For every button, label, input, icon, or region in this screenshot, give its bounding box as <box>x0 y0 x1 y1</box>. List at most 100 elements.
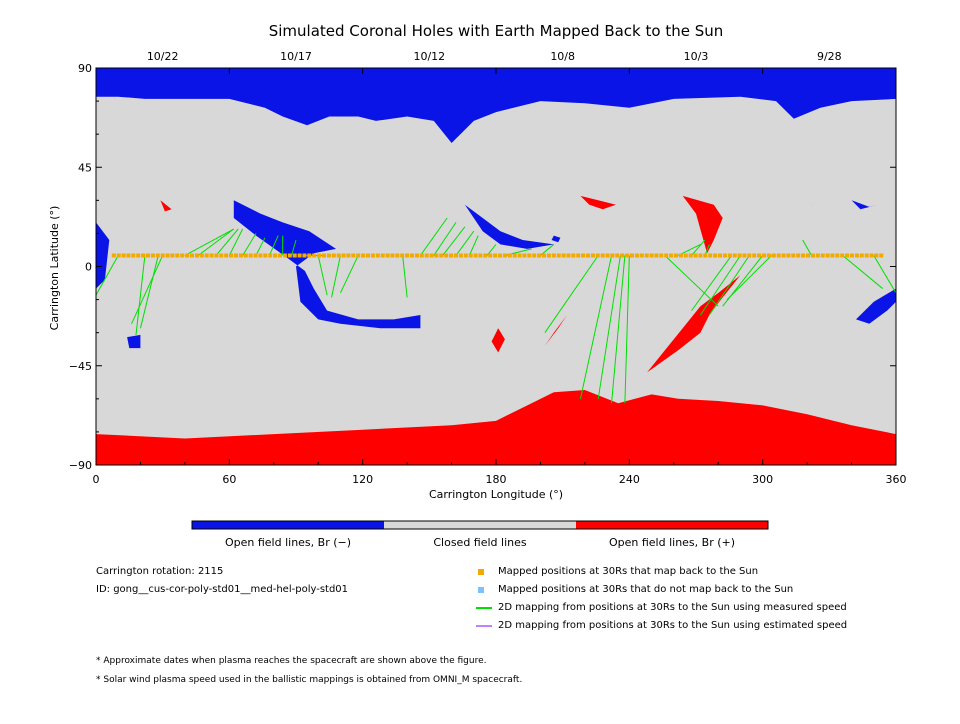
mapped-point-68 <box>444 253 449 258</box>
mapped-point-79 <box>498 253 502 258</box>
mapped-point-103 <box>615 253 620 258</box>
mapped-point-145 <box>820 253 825 258</box>
mapping-line-42 <box>873 255 897 294</box>
mapped-point-70 <box>454 253 458 258</box>
mapped-point-31 <box>263 253 268 258</box>
mapped-point-86 <box>532 253 537 258</box>
mapped-point-8 <box>150 253 155 258</box>
mapped-point-107 <box>634 253 639 258</box>
x-tick-label-4: 240 <box>619 473 640 486</box>
mapped-point-83 <box>517 253 522 258</box>
mapped-point-152 <box>854 253 859 258</box>
mapped-point-82 <box>512 253 517 258</box>
mapped-point-1 <box>116 253 121 258</box>
mapped-point-74 <box>473 253 478 258</box>
colorbar-label-closed: Closed field lines <box>433 536 527 549</box>
x-tick-label-0: 0 <box>93 473 100 486</box>
mapping-line-2 <box>139 255 159 329</box>
colorbar-label-positive: Open field lines, Br (+) <box>609 536 735 549</box>
mapped-point-144 <box>815 253 820 258</box>
mapping-line-12 <box>291 239 297 256</box>
coronal-hole-negative-0 <box>96 68 896 143</box>
mapped-point-111 <box>654 253 659 258</box>
colorbar <box>191 520 769 530</box>
mapped-point-118 <box>688 253 693 258</box>
mapped-point-44 <box>326 253 331 258</box>
mapping-line-16 <box>339 255 359 294</box>
coronal-hole-negative-4 <box>856 288 896 324</box>
coronal-hole-negative-5 <box>851 200 879 210</box>
coronal-hole-positive-3 <box>544 315 568 346</box>
mapped-point-101 <box>605 253 610 258</box>
mapped-point-123 <box>713 253 718 258</box>
colorbar-negative <box>192 521 384 529</box>
mapped-point-69 <box>449 253 454 258</box>
legend-swatch-mapped <box>478 569 484 575</box>
coronal-hole-negative-1 <box>233 200 421 329</box>
mapped-point-148 <box>835 253 840 258</box>
carrington-rotation-text: Carrington rotation: 2115 <box>96 566 224 577</box>
mapped-point-137 <box>781 253 786 258</box>
mapped-point-53 <box>370 253 375 258</box>
mapped-point-72 <box>463 253 468 258</box>
mapped-point-131 <box>752 253 757 258</box>
mapped-point-26 <box>238 253 243 258</box>
mapping-line-30 <box>624 255 630 404</box>
mapped-point-102 <box>610 253 615 258</box>
mapped-point-76 <box>483 253 488 258</box>
mapped-point-77 <box>488 253 493 258</box>
mapped-point-39 <box>302 253 307 258</box>
coronal-hole-positive-4 <box>491 328 505 353</box>
mapped-point-129 <box>742 253 747 258</box>
mapped-point-29 <box>253 253 258 258</box>
x-tick-label-1: 60 <box>222 473 236 486</box>
mapped-point-94 <box>571 253 576 258</box>
y-tick-label-1: 45 <box>78 161 92 174</box>
mapped-point-47 <box>341 253 346 258</box>
mapped-point-52 <box>366 253 370 258</box>
mapped-point-81 <box>507 253 512 258</box>
date-tick-label-4: 10/3 <box>684 50 709 63</box>
mapped-point-59 <box>400 253 405 258</box>
mapped-point-105 <box>625 253 630 258</box>
mapped-point-155 <box>869 253 874 258</box>
mapped-point-37 <box>292 253 297 258</box>
mapped-point-97 <box>586 253 590 258</box>
mapped-point-96 <box>581 253 586 258</box>
mapping-line-27 <box>579 255 613 399</box>
mapped-point-43 <box>322 253 326 258</box>
mapped-point-157 <box>879 253 884 258</box>
mapped-point-139 <box>791 253 796 258</box>
coronal-hole-negative-2 <box>464 204 554 249</box>
mapped-point-28 <box>248 253 253 258</box>
mapped-point-6 <box>141 253 146 258</box>
mapped-point-130 <box>747 253 752 258</box>
date-tick-label-0: 10/22 <box>147 50 179 63</box>
mapped-point-67 <box>439 253 444 258</box>
mapped-point-146 <box>825 253 830 258</box>
coronal-hole-positive-5 <box>580 195 616 210</box>
mapping-line-33 <box>691 239 706 256</box>
mapped-point-50 <box>356 253 361 258</box>
mapping-line-20 <box>442 226 466 256</box>
mapping-line-29 <box>611 255 626 404</box>
y-axis-label: Carrington Latitude (°) <box>48 206 61 331</box>
mapped-point-32 <box>268 253 273 258</box>
mapped-point-124 <box>718 253 722 258</box>
model-id-text: ID: gong__cus-cor-poly-std01__med-hel-po… <box>96 584 349 595</box>
mapped-point-87 <box>537 253 542 258</box>
mapped-point-5 <box>136 253 141 258</box>
mapped-point-120 <box>698 253 703 258</box>
mapped-point-113 <box>664 253 669 258</box>
mapped-point-95 <box>576 253 581 258</box>
mapped-point-51 <box>361 253 366 258</box>
mapping-line-9 <box>255 237 266 256</box>
mapped-point-154 <box>864 253 869 258</box>
mapping-line-28 <box>597 255 621 399</box>
x-axis-label: Carrington Longitude (°) <box>429 488 563 501</box>
mapped-point-92 <box>561 253 566 258</box>
mapped-point-106 <box>630 253 634 258</box>
chart-title: Simulated Coronal Holes with Earth Mappe… <box>269 22 724 40</box>
mapped-point-46 <box>336 253 341 258</box>
mapped-point-151 <box>850 253 854 258</box>
